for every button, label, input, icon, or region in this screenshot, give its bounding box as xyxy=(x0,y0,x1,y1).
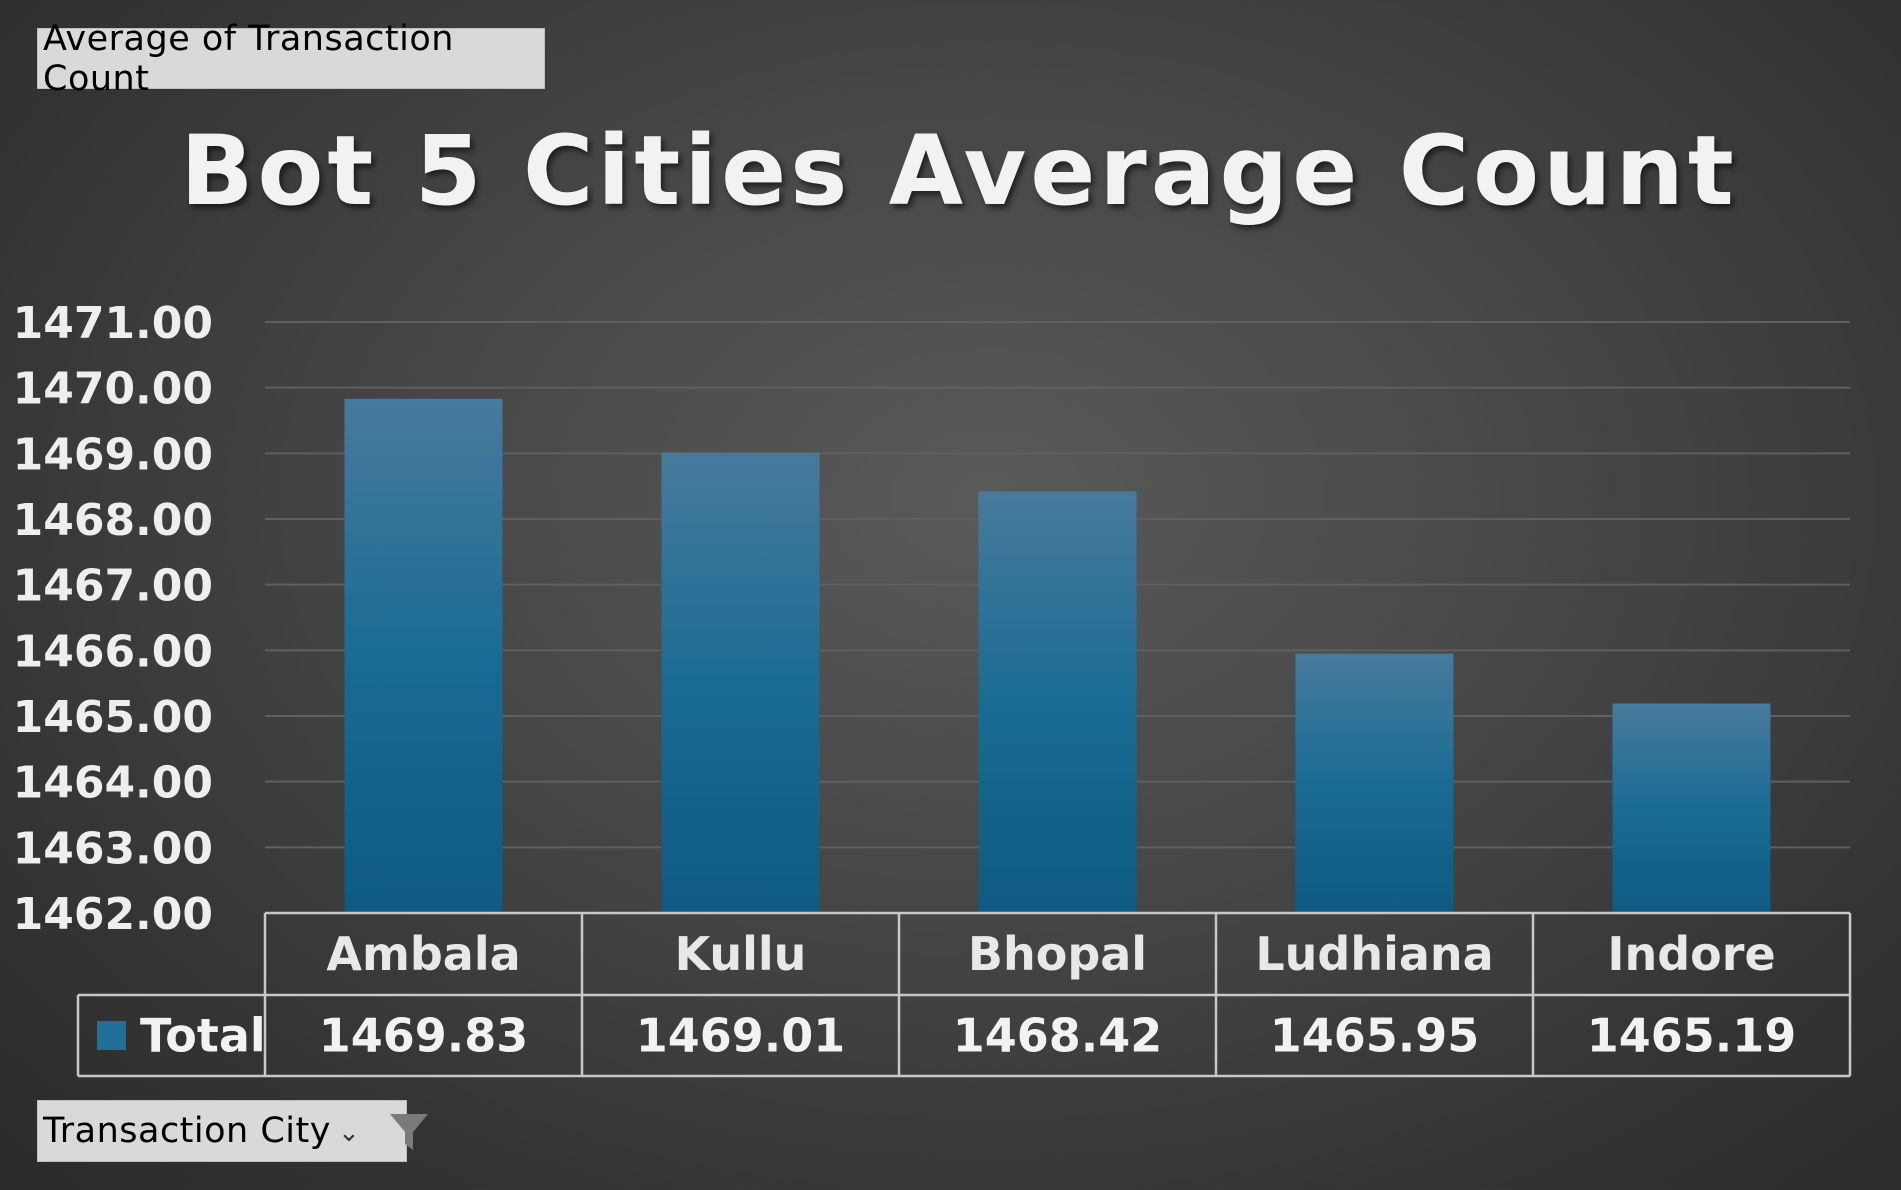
bar xyxy=(1612,703,1771,913)
y-tick-label: 1471.00 xyxy=(13,298,213,349)
bar xyxy=(661,452,820,913)
data-label: 1465.95 xyxy=(1270,1009,1480,1063)
data-label: 1469.01 xyxy=(636,1009,846,1063)
bar xyxy=(978,491,1137,913)
data-label: 1465.19 xyxy=(1587,1009,1797,1063)
axis-field-button[interactable]: Transaction City ⌄ xyxy=(37,1100,428,1162)
category-label: Kullu xyxy=(675,927,807,981)
bar xyxy=(1295,653,1454,913)
chart-title: Bot 5 Cities Average Count xyxy=(180,115,1738,227)
legend-key xyxy=(97,1021,126,1050)
bar xyxy=(344,398,503,914)
y-tick-label: 1468.00 xyxy=(13,495,213,546)
value-field-button[interactable]: Average of Transaction Count xyxy=(37,19,545,99)
axis-field-label: Transaction City xyxy=(43,1111,331,1151)
y-tick-label: 1464.00 xyxy=(13,758,213,809)
y-tick-label: 1466.00 xyxy=(13,626,213,677)
chevron-down-icon[interactable]: ⌄ xyxy=(338,1118,361,1148)
category-label: Ludhiana xyxy=(1255,927,1493,981)
data-label: 1468.42 xyxy=(953,1009,1163,1063)
y-tick-label: 1463.00 xyxy=(13,823,213,874)
category-label: Bhopal xyxy=(968,927,1147,981)
category-label: Ambala xyxy=(326,927,520,981)
category-label: Indore xyxy=(1607,927,1775,981)
y-tick-label: 1462.00 xyxy=(13,889,213,940)
y-tick-label: 1469.00 xyxy=(13,429,213,480)
data-label: 1469.83 xyxy=(319,1009,529,1063)
filter-icon[interactable] xyxy=(388,1111,430,1153)
legend-label: Total xyxy=(140,1009,266,1063)
y-tick-label: 1465.00 xyxy=(13,692,213,743)
y-tick-label: 1467.00 xyxy=(13,561,213,612)
y-tick-label: 1470.00 xyxy=(13,364,213,415)
value-field-label: Average of Transaction Count xyxy=(43,18,454,99)
